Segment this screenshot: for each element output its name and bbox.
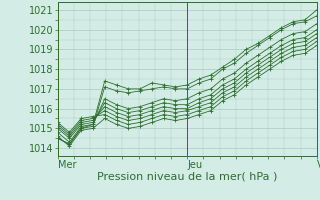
X-axis label: Pression niveau de la mer( hPa ): Pression niveau de la mer( hPa ) (97, 172, 277, 182)
